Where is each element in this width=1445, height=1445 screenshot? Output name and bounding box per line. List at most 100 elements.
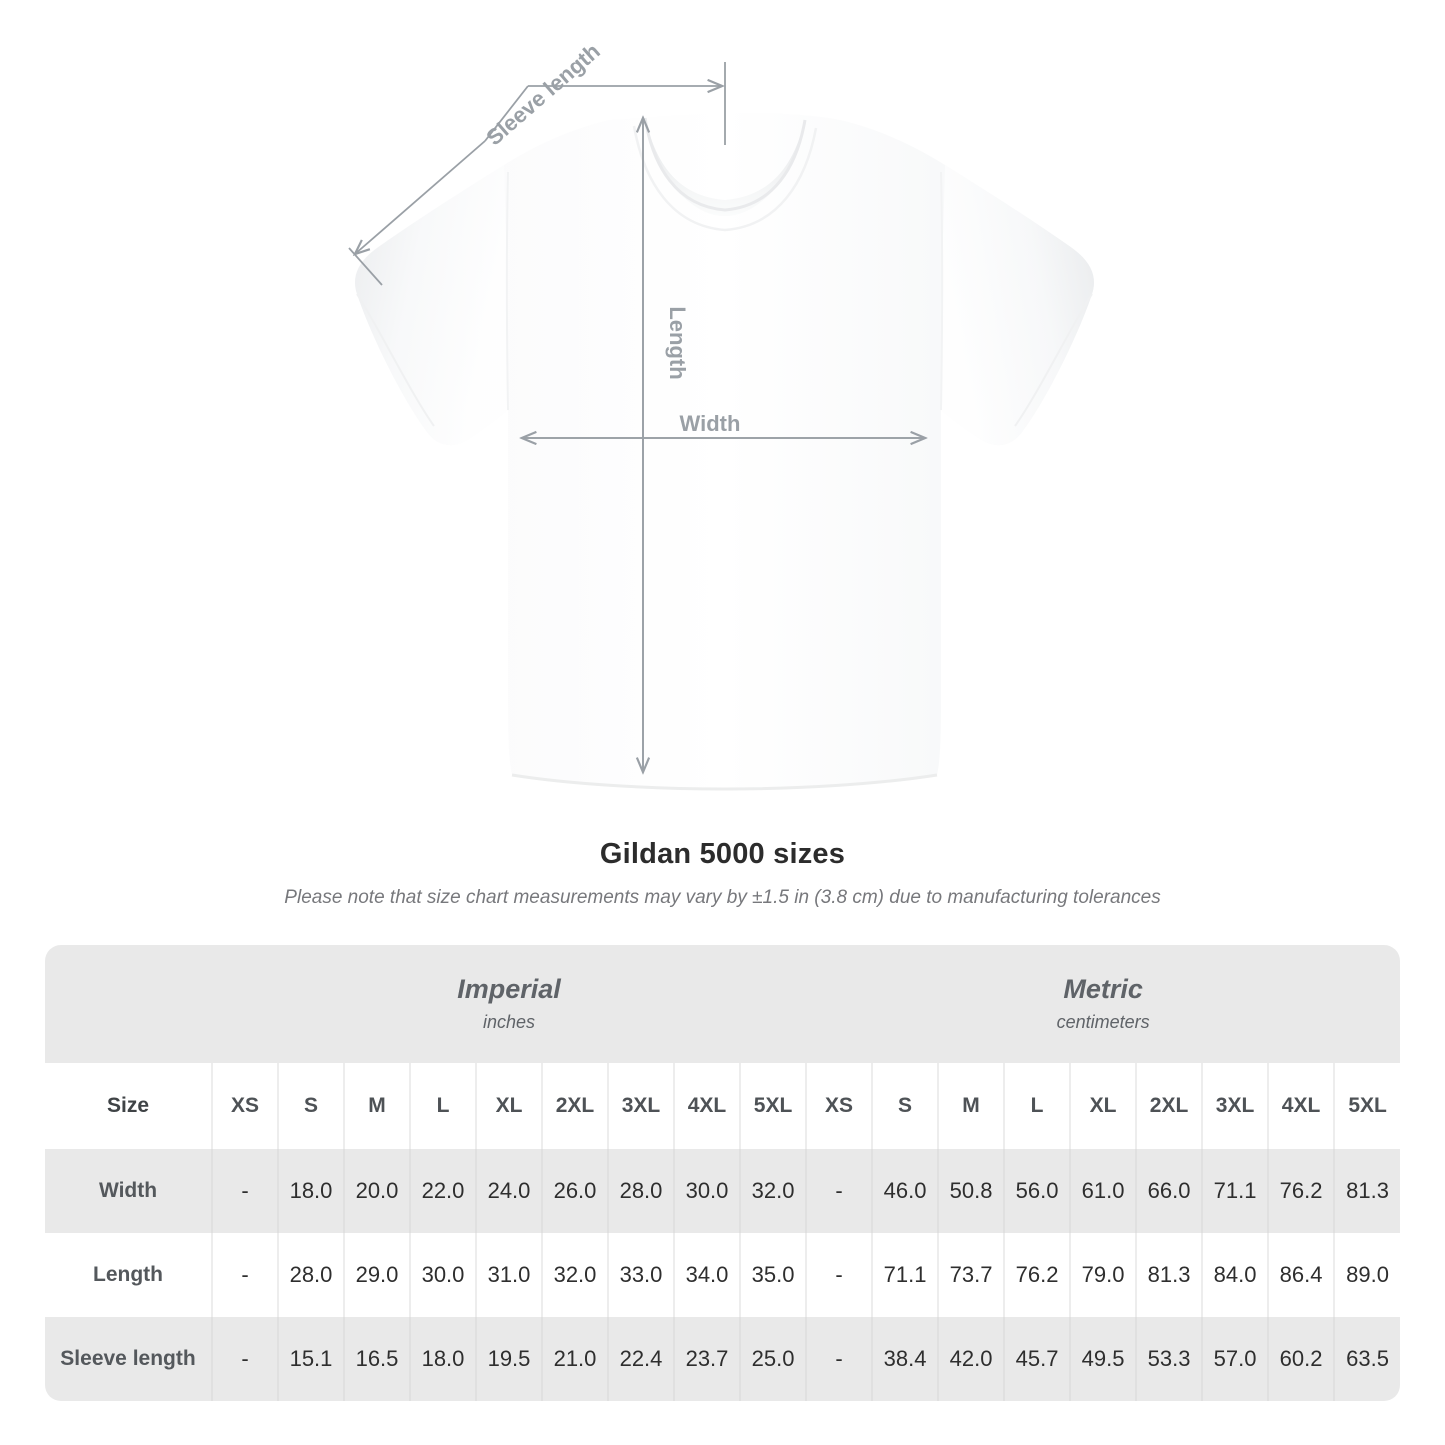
cell-sleeve-metric-xl: 49.5 bbox=[1069, 1317, 1137, 1401]
tolerance-note: Please note that size chart measurements… bbox=[284, 887, 1161, 908]
cell-length-imperial-l: 30.0 bbox=[409, 1233, 476, 1317]
cell-sleeve-imperial-5xl: 25.0 bbox=[738, 1317, 807, 1401]
cell-length-metric-xs: - bbox=[805, 1233, 873, 1317]
size-header-imperial-2xl: 2XL bbox=[541, 1063, 608, 1149]
width-label: Width bbox=[680, 411, 741, 436]
cell-length-imperial-5xl: 35.0 bbox=[738, 1233, 807, 1317]
size-header-imperial-s: S bbox=[277, 1063, 344, 1149]
cell-sleeve-metric-5xl: 63.5 bbox=[1333, 1317, 1401, 1401]
tshirt-measurement-diagram: Sleeve length Length Width bbox=[348, 38, 1094, 791]
sleeve-diagonal bbox=[355, 140, 486, 254]
cell-length-metric-4xl: 86.4 bbox=[1267, 1233, 1335, 1317]
tshirt-illustration bbox=[355, 113, 1094, 791]
cell-length-imperial-2xl: 32.0 bbox=[541, 1233, 608, 1317]
size-header-metric-s: S bbox=[871, 1063, 939, 1149]
cell-sleeve-imperial-3xl: 22.4 bbox=[607, 1317, 674, 1401]
cell-width-metric-s: 46.0 bbox=[871, 1149, 939, 1233]
cell-width-metric-l: 56.0 bbox=[1003, 1149, 1071, 1233]
size-header-metric-2xl: 2XL bbox=[1135, 1063, 1203, 1149]
unit-name-metric: Metric bbox=[1063, 973, 1143, 1004]
cell-width-imperial-3xl: 28.0 bbox=[607, 1149, 674, 1233]
size-header-imperial-4xl: 4XL bbox=[673, 1063, 740, 1149]
cell-sleeve-imperial-2xl: 21.0 bbox=[541, 1317, 608, 1401]
cell-length-metric-m: 73.7 bbox=[937, 1233, 1005, 1317]
cell-length-metric-2xl: 81.3 bbox=[1135, 1233, 1203, 1317]
sleeve-bend bbox=[484, 85, 529, 142]
unit-sub-metric: centimeters bbox=[1056, 1012, 1150, 1033]
cell-length-imperial-4xl: 34.0 bbox=[673, 1233, 740, 1317]
size-column-header: Size bbox=[45, 1063, 212, 1149]
cell-sleeve-imperial-m: 16.5 bbox=[343, 1317, 410, 1401]
cell-width-metric-5xl: 81.3 bbox=[1333, 1149, 1401, 1233]
dimension-lines bbox=[348, 62, 925, 772]
cell-width-imperial-4xl: 30.0 bbox=[673, 1149, 740, 1233]
cell-sleeve-metric-l: 45.7 bbox=[1003, 1317, 1071, 1401]
size-header-metric-m: M bbox=[937, 1063, 1005, 1149]
size-header-metric-3xl: 3XL bbox=[1201, 1063, 1269, 1149]
cell-sleeve-metric-3xl: 57.0 bbox=[1201, 1317, 1269, 1401]
cell-width-imperial-s: 18.0 bbox=[277, 1149, 344, 1233]
size-header-row: Size XS S M L XL 2XL 3XL 4XL 5XL XS S M … bbox=[45, 1063, 1401, 1149]
size-header-metric-4xl: 4XL bbox=[1267, 1063, 1335, 1149]
cell-length-imperial-xl: 31.0 bbox=[475, 1233, 542, 1317]
size-header-imperial-m: M bbox=[343, 1063, 410, 1149]
size-header-metric-xs: XS bbox=[805, 1063, 873, 1149]
cell-length-metric-s: 71.1 bbox=[871, 1233, 939, 1317]
cell-sleeve-metric-2xl: 53.3 bbox=[1135, 1317, 1203, 1401]
cell-length-metric-l: 76.2 bbox=[1003, 1233, 1071, 1317]
cell-width-metric-3xl: 71.1 bbox=[1201, 1149, 1269, 1233]
cell-sleeve-metric-s: 38.4 bbox=[871, 1317, 939, 1401]
cell-sleeve-metric-m: 42.0 bbox=[937, 1317, 1005, 1401]
cell-length-imperial-xs: - bbox=[211, 1233, 278, 1317]
table-row: Length - 28.0 29.0 30.0 31.0 32.0 33.0 3… bbox=[45, 1233, 1401, 1317]
size-header-imperial-3xl: 3XL bbox=[607, 1063, 674, 1149]
cell-width-metric-2xl: 66.0 bbox=[1135, 1149, 1203, 1233]
unit-banner-row: Imperial inches Metric centimeters bbox=[45, 945, 1401, 1063]
size-header-metric-xl: XL bbox=[1069, 1063, 1137, 1149]
chart-title-block: Gildan 5000 sizes Please note that size … bbox=[0, 838, 1445, 909]
row-label-length: Length bbox=[45, 1233, 212, 1317]
unit-banner-spacer bbox=[45, 945, 212, 1063]
cell-length-metric-5xl: 89.0 bbox=[1333, 1233, 1401, 1317]
page-title: Gildan 5000 sizes bbox=[599, 838, 846, 870]
unit-name-imperial: Imperial bbox=[457, 973, 561, 1004]
cell-width-imperial-2xl: 26.0 bbox=[541, 1149, 608, 1233]
unit-banner-metric: Metric centimeters bbox=[806, 945, 1401, 1063]
cell-length-metric-3xl: 84.0 bbox=[1201, 1233, 1269, 1317]
size-table-wrapper: Imperial inches Metric centimeters Size … bbox=[45, 945, 1401, 1401]
cell-length-imperial-3xl: 33.0 bbox=[607, 1233, 674, 1317]
cell-width-imperial-5xl: 32.0 bbox=[738, 1149, 807, 1233]
size-table: Imperial inches Metric centimeters Size … bbox=[45, 945, 1401, 1401]
size-header-imperial-l: L bbox=[409, 1063, 476, 1149]
cell-width-imperial-l: 22.0 bbox=[409, 1149, 476, 1233]
cell-sleeve-imperial-xl: 19.5 bbox=[475, 1317, 542, 1401]
cell-sleeve-metric-4xl: 60.2 bbox=[1267, 1317, 1335, 1401]
size-header-imperial-xl: XL bbox=[475, 1063, 542, 1149]
cell-width-imperial-xs: - bbox=[211, 1149, 278, 1233]
size-header-imperial-5xl: 5XL bbox=[738, 1063, 807, 1149]
cell-sleeve-imperial-xs: - bbox=[211, 1317, 278, 1401]
cell-sleeve-imperial-4xl: 23.7 bbox=[673, 1317, 740, 1401]
table-row: Sleeve length - 15.1 16.5 18.0 19.5 21.0… bbox=[45, 1317, 1401, 1401]
size-header-metric-l: L bbox=[1003, 1063, 1071, 1149]
row-label-sleeve-length: Sleeve length bbox=[45, 1317, 212, 1401]
cell-width-imperial-xl: 24.0 bbox=[475, 1149, 542, 1233]
cell-length-metric-xl: 79.0 bbox=[1069, 1233, 1137, 1317]
cell-length-imperial-s: 28.0 bbox=[277, 1233, 344, 1317]
row-label-width: Width bbox=[45, 1149, 212, 1233]
cell-width-metric-xl: 61.0 bbox=[1069, 1149, 1137, 1233]
cell-width-metric-xs: - bbox=[805, 1149, 873, 1233]
sleeve-end-tick bbox=[348, 247, 383, 286]
cell-sleeve-imperial-l: 18.0 bbox=[409, 1317, 476, 1401]
cell-width-metric-4xl: 76.2 bbox=[1267, 1149, 1335, 1233]
unit-banner-imperial: Imperial inches bbox=[212, 945, 807, 1063]
cell-width-imperial-m: 20.0 bbox=[343, 1149, 410, 1233]
size-header-metric-5xl: 5XL bbox=[1333, 1063, 1401, 1149]
cell-length-imperial-m: 29.0 bbox=[343, 1233, 410, 1317]
cell-sleeve-imperial-s: 15.1 bbox=[277, 1317, 344, 1401]
cell-sleeve-metric-xs: - bbox=[805, 1317, 873, 1401]
size-header-imperial-xs: XS bbox=[211, 1063, 278, 1149]
table-row: Width - 18.0 20.0 22.0 24.0 26.0 28.0 30… bbox=[45, 1149, 1401, 1233]
length-label: Length bbox=[665, 306, 690, 379]
